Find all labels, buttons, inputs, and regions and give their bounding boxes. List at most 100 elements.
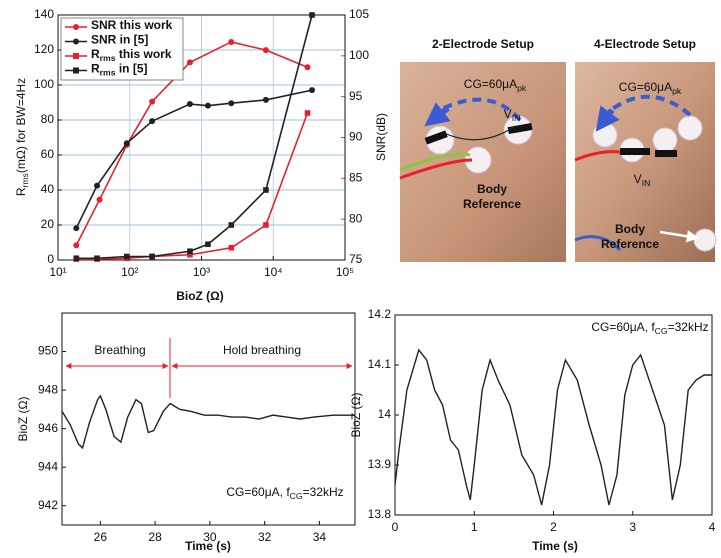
legend-label-part: R [91, 62, 100, 76]
y-tick-label: 80 [41, 112, 55, 126]
condition-note-part: CG=60μA, f [591, 320, 655, 334]
condition-note-part: CG [655, 326, 668, 336]
voltage-label-part: IN [512, 113, 521, 123]
data-point [187, 248, 193, 254]
condition-note: CG=60μA, fCG=32kHz [591, 320, 708, 336]
x-tick-label: 34 [313, 530, 327, 544]
y-tick-label: 13.9 [368, 457, 392, 471]
y-tick-label: 944 [38, 459, 58, 473]
y2-axis-label: SNR(dB) [374, 113, 388, 161]
data-point [149, 99, 155, 105]
reference-label: Body [615, 222, 645, 236]
condition-note: CG=60μA, fCG=32kHz [226, 485, 343, 501]
legend-marker [73, 53, 79, 59]
data-point [149, 118, 155, 124]
current-label-part: CG=60μA [619, 80, 672, 94]
y-axis-label: Rrms(mΩ) for BW=4Hz [14, 78, 30, 196]
data-point [228, 39, 234, 45]
y2-tick-label: 105 [349, 7, 369, 21]
photo-title: 4-Electrode Setup [594, 37, 696, 51]
annotation: Breathing [94, 343, 145, 357]
y-axis-label: BioZ (Ω) [349, 393, 363, 438]
legend-marker [73, 24, 79, 30]
photo-left [400, 62, 566, 262]
y2-tick-label: 100 [349, 48, 369, 62]
y-tick-label: 0 [47, 252, 54, 266]
voltage-label-part: V [504, 107, 512, 121]
legend-label-part: this work [116, 47, 172, 61]
x-tick-label: 10⁵ [336, 265, 354, 279]
x-tick-label: 10¹ [49, 265, 66, 279]
y-tick-label: 14 [378, 407, 392, 421]
x-tick-label: 10³ [193, 265, 210, 279]
x-tick-label: 2 [550, 520, 557, 534]
data-point [74, 255, 80, 261]
reference-label: Reference [463, 197, 521, 211]
data-point [309, 87, 315, 93]
x-tick-label: 3 [629, 520, 636, 534]
y2-tick-label: 75 [349, 252, 363, 266]
y-tick-label: 40 [41, 182, 55, 196]
current-label-part: pk [517, 83, 527, 93]
y-axis-label-part: rms [20, 173, 30, 187]
y-tick-label: 946 [38, 421, 58, 435]
y-axis-label-part: (mΩ) for BW=4Hz [14, 78, 28, 173]
data-point [187, 101, 193, 107]
data-point [305, 110, 311, 116]
current-label-part: CG=60μA [464, 77, 517, 91]
condition-note-part: CG [290, 491, 303, 501]
y-tick-label: 20 [41, 217, 55, 231]
legend-marker [73, 39, 79, 45]
data-point [73, 242, 79, 248]
x-tick-label: 10² [121, 265, 138, 279]
y2-tick-label: 95 [349, 89, 363, 103]
y-axis-label-part: R [14, 187, 28, 196]
reference-label: Reference [601, 237, 659, 251]
y-tick-label: 120 [34, 42, 54, 56]
data-point [94, 255, 100, 261]
y2-tick-label: 90 [349, 130, 363, 144]
x-tick-label: 32 [258, 530, 272, 544]
y-tick-label: 950 [38, 344, 58, 358]
data-point [263, 222, 269, 228]
y-tick-label: 140 [34, 7, 54, 21]
data-point [309, 12, 315, 18]
figure: 10¹10²10³10⁴10⁵0204060801001201407580859… [0, 0, 721, 558]
data-point [73, 225, 79, 231]
legend-label-part: in [5] [116, 62, 148, 76]
x-tick-label: 1 [471, 520, 478, 534]
x-axis-label: BioZ (Ω) [176, 289, 224, 303]
legend-label-part: R [91, 47, 100, 61]
y-tick-label: 13.8 [368, 507, 392, 521]
plot-area [395, 315, 712, 515]
data-point [97, 197, 103, 203]
annotation: Hold breathing [223, 343, 301, 357]
voltage-label-part: IN [642, 178, 651, 188]
x-tick-label: 28 [148, 530, 162, 544]
y-tick-label: 942 [38, 498, 58, 512]
reference-label: Body [477, 182, 507, 196]
data-point [263, 187, 269, 193]
data-point [263, 97, 269, 103]
data-point [263, 47, 269, 53]
data-point [124, 254, 130, 260]
data-point [228, 100, 234, 106]
y2-tick-label: 85 [349, 171, 363, 185]
data-point [304, 64, 310, 70]
legend-label: Rrms in [5] [91, 62, 148, 78]
data-point [94, 183, 100, 189]
voltage-label-part: V [634, 172, 642, 186]
x-axis-label: Time (s) [532, 539, 578, 553]
x-tick-label: 0 [392, 520, 399, 534]
data-point [149, 254, 155, 260]
data-point [124, 140, 130, 146]
condition-note-part: =32kHz [303, 485, 344, 499]
legend-label: SNR this work [91, 18, 173, 32]
legend-label-part: rms [100, 53, 116, 63]
current-label-part: pk [672, 86, 682, 96]
data-point [228, 245, 234, 251]
y-tick-label: 14.1 [368, 357, 392, 371]
condition-note-part: CG=60μA, f [226, 485, 290, 499]
data-point [228, 222, 234, 228]
x-tick-label: 26 [94, 530, 108, 544]
